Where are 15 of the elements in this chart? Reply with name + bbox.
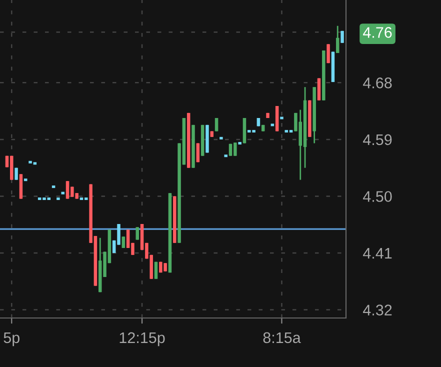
- x-tick-label: 5p: [4, 332, 20, 346]
- x-tick-label: 8:15a: [263, 332, 301, 344]
- candlestick: [336, 25, 340, 54]
- x-tick-label: 12:15p: [120, 332, 165, 346]
- candlestick: [317, 78, 321, 102]
- y-tick-label: 4.59: [363, 134, 392, 146]
- candlestick: [122, 236, 126, 249]
- y-tick-label: 4.41: [363, 248, 392, 259]
- y-tick-label: 4.76: [363, 27, 392, 38]
- y-tick-label: 4.32: [363, 304, 392, 316]
- y-tick-label: 4.50: [363, 191, 392, 202]
- y-tick-label: 4.68: [363, 78, 392, 88]
- candlestick: [196, 142, 200, 163]
- candlestick: [154, 261, 158, 280]
- candlestick: [136, 226, 140, 240]
